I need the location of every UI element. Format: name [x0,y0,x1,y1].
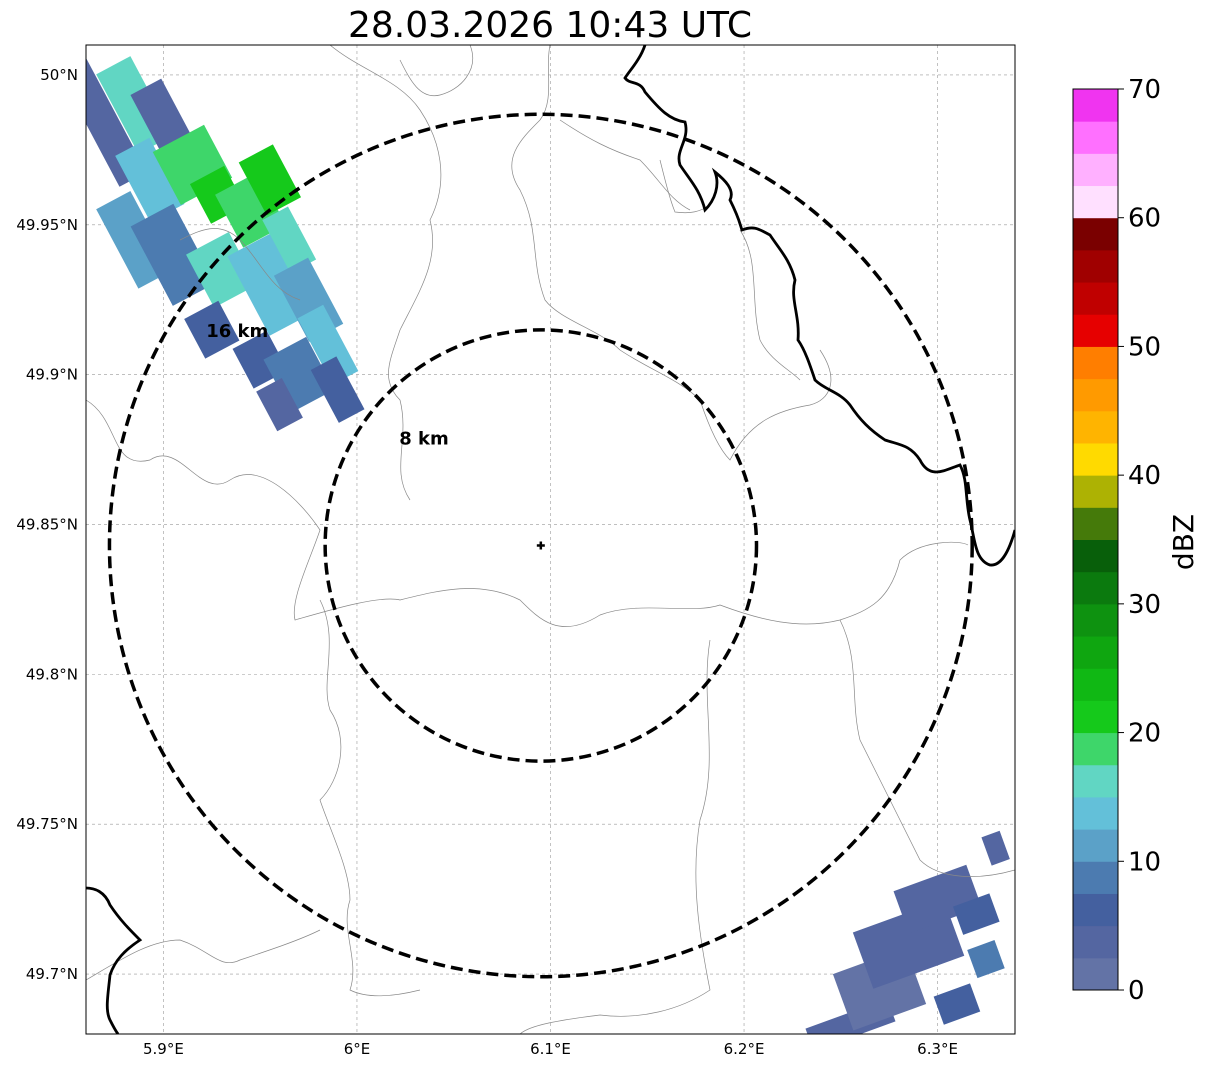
commune-border [559,119,691,211]
range-ring-8km [323,328,759,763]
colorbar: 0 10 20 30 40 50 60 70 dBZ [1072,75,1200,1006]
lon-tick-label: 6.1°E [530,1040,571,1058]
lat-tick-label: 49.75°N [16,815,78,833]
colorbar-swatch [1073,668,1118,701]
colorbar-swatch [1073,153,1118,187]
commune-border [399,45,473,97]
radar-echo-layer [86,53,1010,1034]
range-ring-label: 16 km [206,321,268,342]
colorbar-swatches [1073,89,1118,991]
colorbar-swatch [1073,861,1118,894]
map-panel[interactable]: 8 km 16 km [56,44,1016,1051]
echo-cell-nw [186,231,257,308]
colorbar-tick-label: 40 [1128,461,1161,491]
echo-cell-nw [263,336,335,413]
lon-tick-label: 5.9°E [143,1040,184,1058]
colorbar-tick-label: 60 [1128,204,1161,234]
colorbar-swatch [1073,346,1118,380]
echo-cell-nw [310,356,365,423]
colorbar-swatch [1073,185,1118,219]
colorbar-tick-label: 10 [1128,847,1161,877]
colorbar-frame [1072,88,1119,991]
colorbar-swatch [1073,829,1118,862]
echo-cell-nw [130,203,216,306]
echo-cell-nw [115,137,185,223]
colorbar-swatch [1073,121,1118,154]
figure-title: 28.03.2026 10:43 UTC [348,5,752,46]
commune-border [329,45,442,501]
colorbar-tick-label: 50 [1128,332,1161,362]
colorbar-swatch [1073,893,1118,927]
echo-cell-nw [238,144,302,216]
radar-site-marker [536,541,545,550]
colorbar-swatch [1073,378,1118,412]
echo-cell-se [981,830,1010,866]
echo-cell-nw [297,304,359,385]
colorbar-swatch [1073,957,1118,991]
colorbar-swatch [1073,539,1118,573]
colorbar-swatch [1073,282,1118,315]
commune-border [839,619,1015,877]
colorbar-tick-label: 0 [1128,976,1145,1006]
colorbar-tick-label: 30 [1128,590,1161,620]
lat-tick-label: 49.9°N [26,366,78,384]
colorbar-swatch [1073,249,1118,283]
lon-tick-label: 6.2°E [724,1040,765,1058]
echo-cell-se [933,983,981,1025]
commune-border [179,228,301,301]
colorbar-label: dBZ [1167,514,1200,570]
echo-cell-nw [256,377,303,432]
colorbar-tick-label: 70 [1128,75,1161,105]
lat-tick-label: 49.95°N [16,216,78,234]
commune-border [519,639,711,1034]
longitude-axis: 5.9°E 6°E 6.1°E 6.2°E 6.3°E [143,1040,958,1058]
lat-tick-label: 49.8°N [26,665,78,683]
colorbar-swatch [1073,700,1118,734]
echo-cell-se [967,940,1005,979]
commune-border [319,599,421,997]
commune-border [659,159,711,214]
colorbar-swatch [1073,925,1118,959]
colorbar-swatch [1073,442,1118,476]
colorbar-swatch [1073,475,1118,508]
colorbar-swatch [1073,410,1118,444]
lon-tick-label: 6°E [344,1040,371,1058]
commune-border [86,929,321,981]
colorbar-swatch [1073,732,1118,766]
range-ring-label: 8 km [399,429,449,450]
range-rings: 8 km 16 km [107,112,974,979]
colorbar-swatch [1073,603,1118,637]
echo-cell-nw [184,300,240,359]
lat-tick-label: 49.85°N [16,516,78,534]
admin-borders [86,45,1015,1034]
colorbar-swatch [1073,764,1118,798]
colorbar-ticks: 0 10 20 30 40 50 60 70 [1118,75,1161,1006]
colorbar-swatch [1073,507,1118,540]
echo-cell-nw [262,206,317,274]
lat-tick-label: 49.7°N [26,965,78,983]
latitude-axis: 49.7°N 49.75°N 49.8°N 49.85°N 49.9°N 49.95°N 5… [16,66,78,983]
colorbar-swatch [1073,636,1118,669]
colorbar-swatch [1073,571,1118,605]
range-ring-16km [107,112,974,979]
colorbar-tick-label: 20 [1128,719,1161,749]
country-border [623,45,1015,567]
commune-border [739,229,801,381]
colorbar-swatch [1073,217,1118,251]
colorbar-swatch [1073,314,1118,347]
echo-cell-se [952,893,1000,935]
commune-border [86,399,969,627]
lat-tick-label: 50°N [40,66,78,84]
lon-tick-label: 6.3°E [917,1040,958,1058]
commune-border [511,119,832,461]
echo-cell-nw [227,233,313,336]
colorbar-swatch [1073,89,1118,122]
map-frame [85,44,1016,1035]
country-border [86,886,143,1034]
colorbar-swatch [1073,796,1118,830]
echo-cell-se [893,864,982,934]
